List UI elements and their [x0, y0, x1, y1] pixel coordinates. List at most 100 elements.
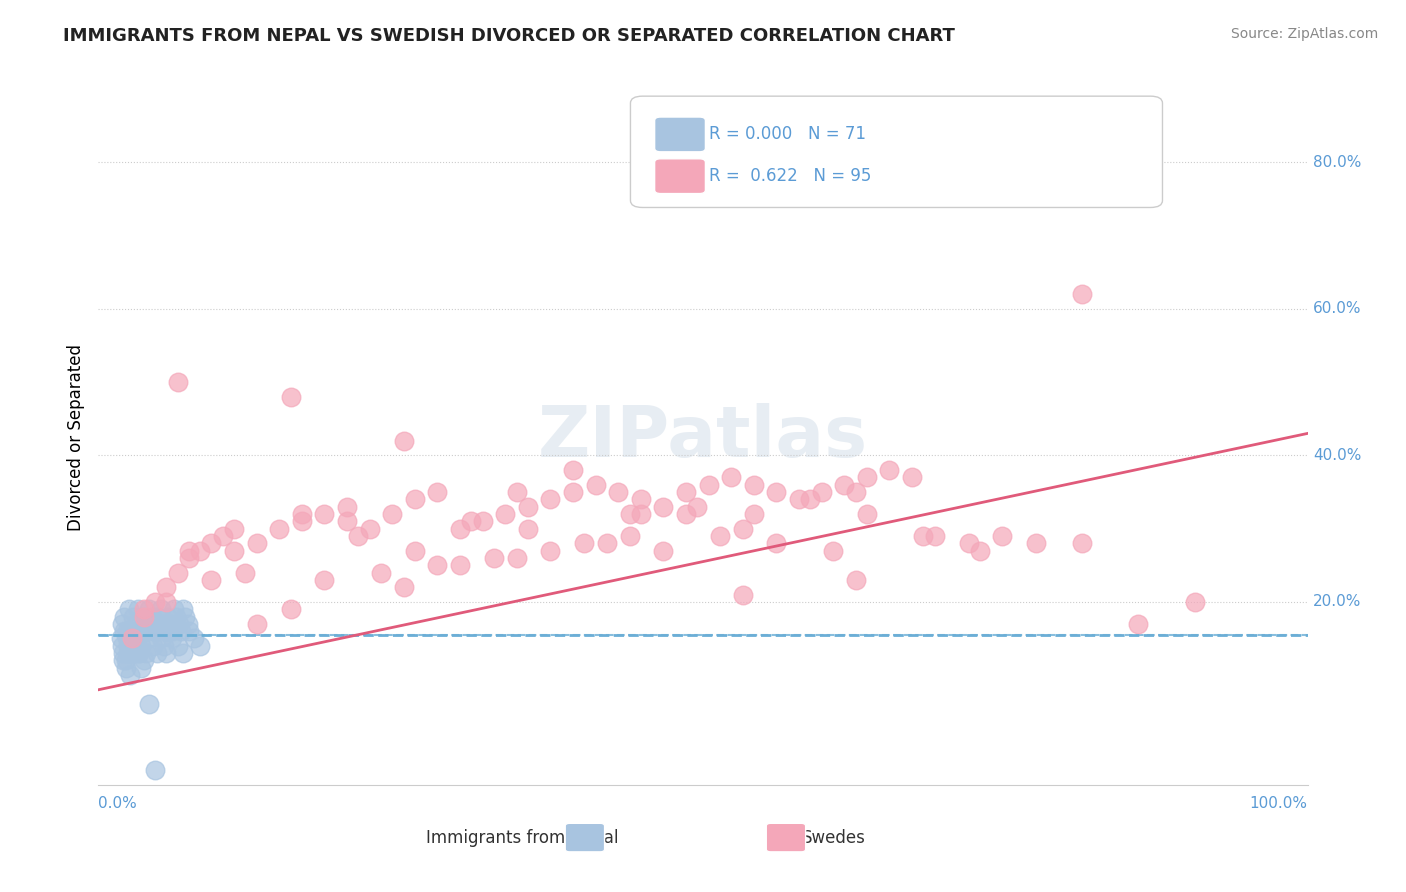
Point — [132, 653, 155, 667]
Point — [153, 639, 176, 653]
Point — [675, 485, 697, 500]
Text: 60.0%: 60.0% — [1313, 301, 1362, 317]
Point — [426, 485, 449, 500]
Point — [146, 646, 169, 660]
Point — [142, 616, 165, 631]
Point — [630, 507, 652, 521]
Text: 40.0%: 40.0% — [1313, 448, 1361, 463]
Point — [765, 536, 787, 550]
Point — [131, 609, 153, 624]
Point — [115, 624, 138, 639]
Point — [856, 507, 879, 521]
Point — [924, 529, 946, 543]
Point — [347, 529, 370, 543]
Point — [188, 639, 211, 653]
Point — [153, 624, 176, 639]
Point — [165, 609, 187, 624]
Point — [471, 514, 494, 528]
Point — [200, 573, 222, 587]
Point — [652, 543, 675, 558]
Point — [148, 609, 170, 624]
Point — [112, 609, 135, 624]
Text: IMMIGRANTS FROM NEPAL VS SWEDISH DIVORCED OR SEPARATED CORRELATION CHART: IMMIGRANTS FROM NEPAL VS SWEDISH DIVORCE… — [63, 27, 955, 45]
Point — [132, 609, 155, 624]
Point — [596, 536, 619, 550]
Point — [155, 646, 177, 660]
Point — [845, 573, 868, 587]
Point — [112, 624, 135, 639]
Point — [1184, 595, 1206, 609]
Point — [143, 764, 166, 778]
Point — [200, 536, 222, 550]
Y-axis label: Divorced or Separated: Divorced or Separated — [66, 343, 84, 531]
Point — [211, 529, 233, 543]
Point — [125, 616, 148, 631]
Point — [155, 595, 177, 609]
Point — [134, 616, 156, 631]
Point — [482, 550, 505, 565]
Point — [110, 632, 132, 646]
Text: R =  0.622   N = 95: R = 0.622 N = 95 — [709, 167, 872, 186]
Text: Source: ZipAtlas.com: Source: ZipAtlas.com — [1230, 27, 1378, 41]
Point — [404, 543, 426, 558]
Point — [742, 507, 765, 521]
Point — [731, 588, 754, 602]
Point — [370, 566, 392, 580]
Point — [121, 639, 143, 653]
Point — [901, 470, 924, 484]
Point — [127, 646, 149, 660]
Point — [111, 616, 134, 631]
Point — [136, 624, 159, 639]
Point — [607, 485, 630, 500]
Point — [619, 507, 641, 521]
Point — [359, 522, 381, 536]
Point — [246, 536, 269, 550]
Point — [145, 624, 167, 639]
Point — [111, 639, 134, 653]
Text: 100.0%: 100.0% — [1250, 796, 1308, 811]
Point — [426, 558, 449, 573]
Point — [652, 500, 675, 514]
Point — [233, 566, 256, 580]
Point — [183, 632, 205, 646]
Point — [118, 602, 141, 616]
Point — [280, 602, 302, 616]
Point — [619, 529, 641, 543]
Text: Immigrants from Nepal: Immigrants from Nepal — [426, 830, 619, 847]
Point — [494, 507, 516, 521]
Point — [709, 529, 731, 543]
Point — [280, 390, 302, 404]
Point — [675, 507, 697, 521]
Text: 80.0%: 80.0% — [1313, 155, 1361, 170]
Point — [120, 632, 142, 646]
Point — [120, 668, 142, 682]
Point — [166, 375, 188, 389]
FancyBboxPatch shape — [630, 96, 1163, 208]
Text: 0.0%: 0.0% — [98, 796, 138, 811]
Point — [143, 595, 166, 609]
Point — [562, 485, 585, 500]
Point — [314, 573, 336, 587]
Point — [799, 492, 821, 507]
Point — [124, 632, 146, 646]
Point — [117, 639, 139, 653]
Text: ZIPatlas: ZIPatlas — [538, 402, 868, 472]
Point — [538, 543, 561, 558]
Point — [449, 558, 471, 573]
Point — [138, 602, 160, 616]
Point — [138, 698, 160, 712]
Point — [177, 543, 200, 558]
Point — [314, 507, 336, 521]
Point — [170, 624, 193, 639]
Point — [222, 543, 245, 558]
Point — [163, 602, 186, 616]
Point — [404, 492, 426, 507]
Point — [143, 624, 166, 639]
FancyBboxPatch shape — [655, 159, 706, 194]
Point — [152, 616, 174, 631]
Point — [155, 580, 177, 594]
Text: R = 0.000   N = 71: R = 0.000 N = 71 — [709, 126, 866, 144]
Text: 20.0%: 20.0% — [1313, 594, 1361, 609]
Point — [149, 602, 172, 616]
Point — [742, 477, 765, 491]
